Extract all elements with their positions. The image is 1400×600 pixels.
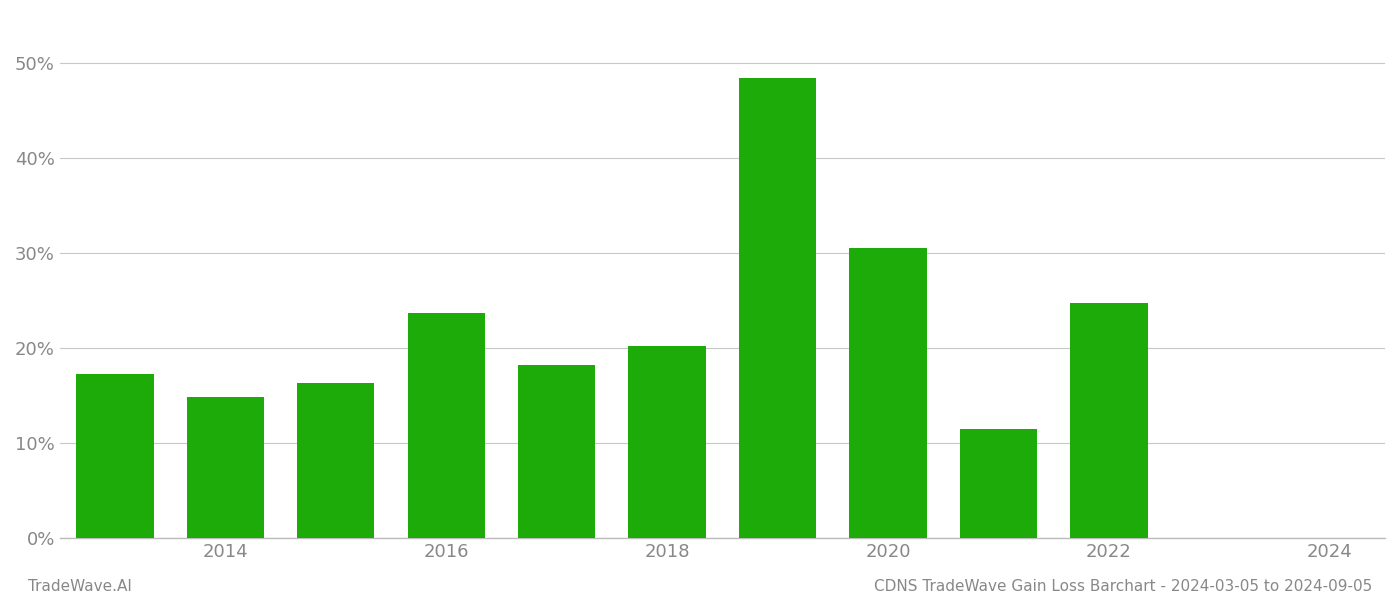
Bar [1070,303,1148,538]
Bar [297,383,374,538]
Bar [77,374,154,538]
Bar [739,78,816,538]
Bar [407,313,484,538]
Text: CDNS TradeWave Gain Loss Barchart - 2024-03-05 to 2024-09-05: CDNS TradeWave Gain Loss Barchart - 2024… [874,579,1372,594]
Bar [518,365,595,538]
Bar [960,429,1037,538]
Text: TradeWave.AI: TradeWave.AI [28,579,132,594]
Bar [629,346,706,538]
Bar [850,248,927,538]
Bar [186,397,265,538]
